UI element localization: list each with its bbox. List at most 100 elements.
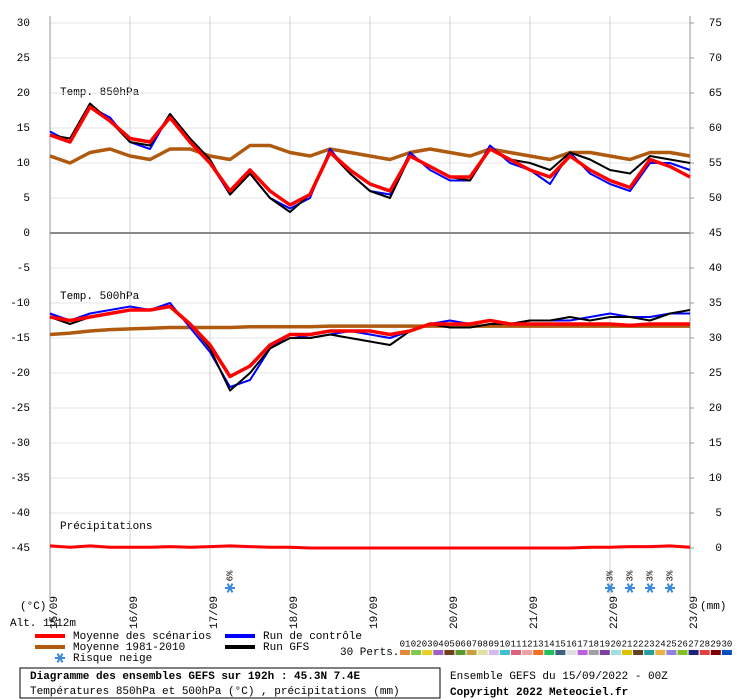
perturbation-swatch [710,650,721,655]
y2-axis-label: (mm) [700,601,726,613]
perturbation-label: 01 [400,639,411,649]
snowflake-stroke [626,583,634,593]
y2-tick-label: 60 [709,123,722,135]
perturbation-swatch [566,650,577,655]
annotation: Temp. 500hPa [60,291,140,303]
perturbation-swatch [699,650,710,655]
snowflake-icon [55,653,65,663]
snow-risk-label: 3% [665,570,675,581]
snowflake-icon [645,583,655,593]
x-tick-label: 18/09 [289,596,301,629]
perturbation-label: 11 [511,639,522,649]
run-info: Ensemble GEFS du 15/09/2022 - 00Z [450,671,668,683]
perturbation-label: 03 [422,639,433,649]
snowflake-stroke [56,653,64,663]
x-tick-label: 15/09 [49,596,61,629]
y-tick-label: -20 [10,368,30,380]
y2-tick-label: 55 [709,158,722,170]
snowflake-icon [665,583,675,593]
y-tick-label: -45 [10,543,30,555]
perturbation-label: 22 [633,639,644,649]
perturbation-swatch [666,650,677,655]
perturbation-swatch [688,650,699,655]
perturbation-swatch [588,650,599,655]
perturbation-label: 18 [588,639,599,649]
perturbation-label: 12 [522,639,533,649]
perturbation-swatch [544,650,555,655]
legend-label: Risque neige [73,653,152,665]
y2-tick-label: 70 [709,53,722,65]
perturbation-swatch [422,650,433,655]
perturbation-label: 30 [721,639,732,649]
perturbation-swatch [677,650,688,655]
y2-tick-label: 15 [709,438,722,450]
perturbation-swatch [411,650,422,655]
perturbation-label: 02 [411,639,422,649]
perturbation-label: 08 [477,639,488,649]
perturbation-swatch [599,650,610,655]
perturbation-swatch [499,650,510,655]
legend-label: Run GFS [263,642,310,654]
perturbation-label: 23 [644,639,655,649]
perturbation-swatch [455,650,466,655]
perturbation-label: 21 [622,639,633,649]
perturbation-swatch [466,650,477,655]
y2-tick-label: 5 [715,508,722,520]
y2-tick-label: 20 [709,403,722,415]
y-tick-label: -25 [10,403,30,415]
perturbation-label: 29 [710,639,721,649]
y-tick-label: 5 [23,193,30,205]
x-tick-label: 23/09 [689,596,701,629]
perturbation-swatch [577,650,588,655]
series-line-500 [49,304,690,379]
perturbation-label: 05 [444,639,455,649]
annotation: Précipitations [60,521,152,533]
perturbation-swatch [533,650,544,655]
legend-label: Moyenne 1981-2010 [73,642,185,654]
perturbation-label: 28 [699,639,710,649]
perturbation-label: 25 [666,639,677,649]
y-tick-label: -35 [10,473,30,485]
y-tick-label: 15 [17,123,30,135]
perturbation-swatch [655,650,666,655]
chart-subtitle: Températures 850hPa et 500hPa (°C) , pré… [30,686,400,698]
y-tick-label: 25 [17,53,30,65]
precip-line [49,544,691,550]
x-tick-label: 17/09 [209,596,221,629]
snow-risk-label: 3% [625,570,635,581]
perturbation-label: 20 [610,639,621,649]
perturbation-label: 27 [688,639,699,649]
y-tick-label: 20 [17,88,30,100]
perturbation-swatch [644,650,655,655]
y-tick-label: -30 [10,438,30,450]
perturbation-swatch [511,650,521,655]
perturbation-label: 26 [677,639,688,649]
snowflake-icon [625,583,635,593]
series-line-500 [49,324,690,337]
y-tick-label: -5 [17,263,30,275]
snow-risk-label: 3% [645,570,655,581]
snowflake-stroke [606,583,614,593]
y2-tick-label: 45 [709,228,722,240]
perturbations-label: 30 Perts. [340,647,399,659]
title-box [19,667,441,699]
perturbation-label: 10 [499,639,510,649]
perturbation-label: 19 [599,639,610,649]
y-tick-label: 0 [23,228,30,240]
perturbation-label: 17 [577,639,588,649]
perturbation-label: 15 [555,639,566,649]
y2-tick-label: 25 [709,368,722,380]
perturbation-swatch [522,650,533,655]
snowflake-stroke [226,583,234,593]
chart-title: Diagramme des ensembles GEFS sur 192h : … [30,671,360,683]
snowflake-icon [225,583,235,593]
perturbation-swatch [622,650,632,655]
y-axis-label: (°C) [20,601,46,613]
y-tick-label: 30 [17,18,30,30]
perturbation-swatch [721,650,732,655]
perturbation-label: 09 [488,639,499,649]
perturbation-swatch [610,650,621,655]
perturbation-swatch [488,650,499,655]
perturbation-label: 13 [533,639,544,649]
